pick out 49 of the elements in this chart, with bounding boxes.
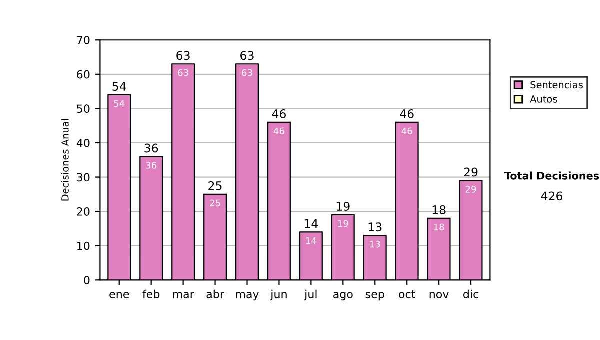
y-tick-label: 60 <box>77 70 90 79</box>
data-label: 63 <box>242 69 252 76</box>
data-label: 46 <box>274 128 284 135</box>
total-label: 13 <box>368 222 382 232</box>
data-label: 54 <box>114 100 125 108</box>
x-tick-label: mar <box>173 292 194 298</box>
total-label: 46 <box>400 109 414 118</box>
x-tick-label: nov <box>430 292 449 298</box>
total-label: 25 <box>208 182 222 190</box>
total-label: 29 <box>464 168 478 177</box>
x-tick-label: abr <box>206 290 224 298</box>
legend-label: Sentencias <box>530 81 583 89</box>
data-label: 46 <box>402 128 412 135</box>
text: Total Decisiones <box>504 172 600 180</box>
data-label: 19 <box>338 220 348 228</box>
total-label: 36 <box>144 144 158 153</box>
y-tick-label: 10 <box>78 242 90 250</box>
x-tick-label: sep <box>366 292 384 301</box>
data-label: 36 <box>146 162 157 169</box>
data-label: 13 <box>370 240 380 248</box>
total-label: 63 <box>240 51 254 60</box>
x-tick-label: dic <box>464 290 478 298</box>
y-tick-label: 70 <box>77 36 90 44</box>
total-label: 19 <box>336 202 350 212</box>
x-tick-label: oct <box>399 290 416 298</box>
data-label: 14 <box>306 238 316 244</box>
data-label: 18 <box>434 224 444 231</box>
text: 426 <box>541 192 563 201</box>
total-label: 18 <box>432 206 446 214</box>
y-tick-label: 50 <box>77 104 90 114</box>
x-tick-label: feb <box>142 290 160 298</box>
x-tick-label: jul <box>304 290 317 301</box>
x-tick-label: ene <box>110 292 130 298</box>
x-tick-label: jun <box>270 290 287 301</box>
total-label: 54 <box>112 82 126 91</box>
y-tick-label: 30 <box>77 173 90 182</box>
y-tick-label: 40 <box>76 138 90 148</box>
x-tick-label: may <box>236 292 260 301</box>
x-tick-label: ago <box>333 292 353 301</box>
legend-label: Autos <box>530 96 558 103</box>
total-label: 14 <box>304 219 318 228</box>
data-label: 63 <box>178 69 188 76</box>
total-label: 63 <box>176 51 190 60</box>
y-axis-title: Decisiones Anual <box>61 119 69 201</box>
y-tick-label: 0 <box>84 276 90 285</box>
data-label: 25 <box>210 200 220 207</box>
y-tick-label: 20 <box>77 208 90 216</box>
total-label: 46 <box>272 109 286 118</box>
data-label: 29 <box>466 186 476 193</box>
